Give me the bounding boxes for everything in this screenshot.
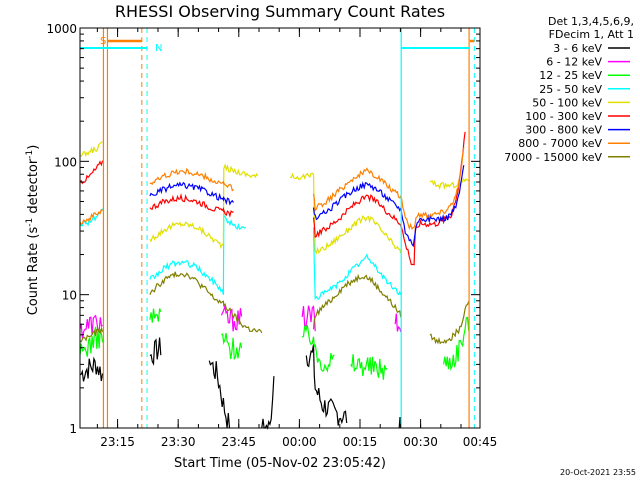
chart-title: RHESSI Observing Summary Count Rates [115,2,445,21]
y-tick-label: 10 [62,289,77,303]
series-line-3-6-kev [79,337,402,430]
legend-label-12-25-kev: 12 - 25 keV [539,69,602,82]
y-tick-label: 100 [54,155,77,169]
series-line-300-800-kev [149,165,465,248]
series-layer [79,131,470,430]
series-line-7000-15000-kev [79,271,470,345]
series-line-800-7000-kev [79,147,465,231]
y-axis-label: Count Rate (s-1 detector-1) [25,145,41,316]
x-tick-label: 00:00 [282,435,317,449]
series-line-25-50-kev [79,208,402,300]
x-axis-label: Start Time (05-Nov-02 23:05:42) [174,456,386,471]
x-axis: 23:15 23:30 23:45 00:00 00:15 00:30 00:45 [96,28,498,449]
legend-header-line-1: Det 1,3,4,5,6,9, [548,15,634,28]
series-line-100-300-kev [79,131,466,266]
y-axis-label-part-3: ) [26,145,41,150]
y-axis: 1 10 100 1000 [46,22,480,436]
saa-label: S [100,36,106,47]
series-line-12-25-kev [79,308,470,380]
night-label: N [155,43,162,54]
y-axis-label-part-1: Count Rate (s [26,227,41,316]
series-line-50-100-kev [79,141,469,255]
y-tick-label: 1000 [46,22,77,36]
y-axis-label-sup-2: -1 [25,150,35,159]
legend-label-6-12-kev: 6 - 12 keV [546,56,602,69]
x-tick-label: 00:15 [343,435,378,449]
y-axis-label-sup-1: -1 [25,218,35,227]
legend-label-3-6-kev: 3 - 6 keV [553,42,602,55]
marker-layer: SN [80,28,475,428]
legend-label-300-800-kev: 300 - 800 keV [525,124,602,137]
x-tick-label: 23:15 [100,435,135,449]
x-tick-label: 23:45 [221,435,256,449]
legend: Det 1,3,4,5,6,9, FDecim 1, Att 1 3 - 6 k… [504,15,634,164]
y-tick-label: 1 [69,422,77,436]
footer-date: 20-Oct-2021 23:55 [560,468,636,477]
legend-label-25-50-kev: 25 - 50 keV [539,83,602,96]
x-tick-label: 00:45 [463,435,498,449]
y-axis-label-part-2: detector [26,158,41,218]
legend-header-line-2: FDecim 1, Att 1 [549,28,634,41]
x-tick-label: 23:30 [161,435,196,449]
legend-label-100-300-kev: 100 - 300 keV [525,110,602,123]
x-tick-label: 00:30 [403,435,438,449]
legend-label-50-100-kev: 50 - 100 keV [532,96,602,109]
legend-label-800-7000-kev: 800 - 7000 keV [518,137,602,150]
legend-label-7000-15000-kev: 7000 - 15000 keV [504,151,602,164]
plot-frame [79,27,481,429]
